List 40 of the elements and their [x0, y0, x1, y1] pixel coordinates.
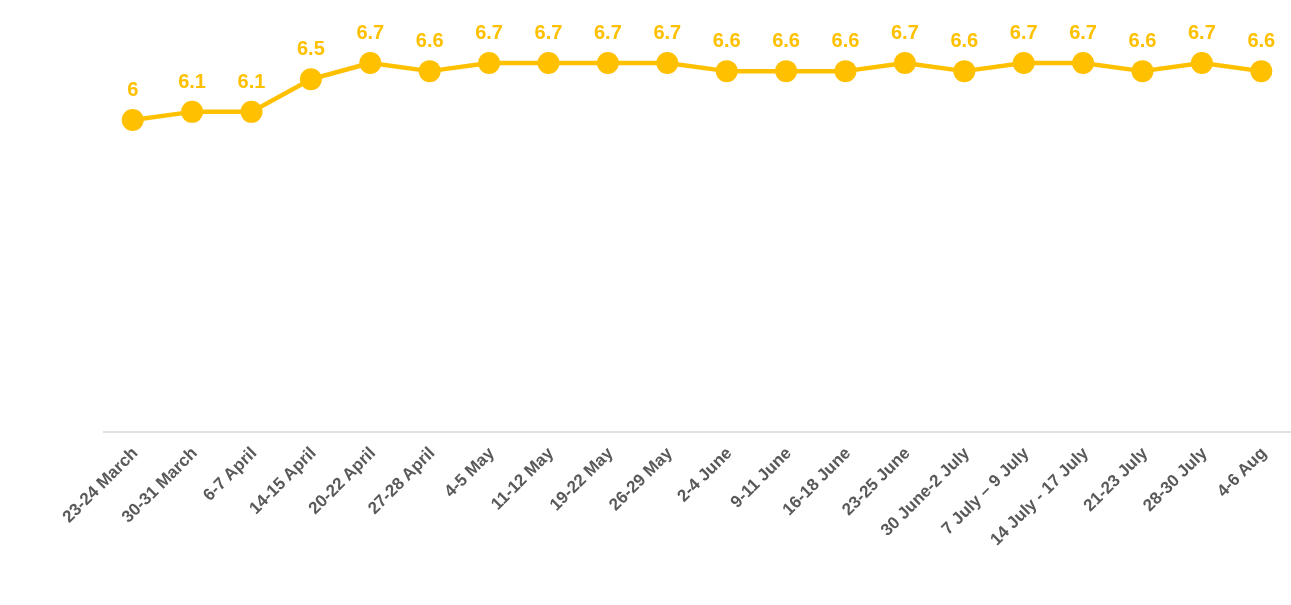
point — [359, 52, 382, 74]
point — [1190, 52, 1213, 74]
point — [1072, 52, 1095, 74]
data-label: 6.1 — [237, 69, 266, 92]
point — [181, 100, 204, 123]
data-label: 6.6 — [1128, 29, 1157, 52]
point — [715, 60, 738, 83]
data-label: 6.5 — [296, 37, 325, 60]
point — [775, 60, 798, 83]
point — [537, 52, 560, 74]
data-label: 6.6 — [772, 29, 801, 52]
data-label: 6.6 — [712, 29, 741, 52]
data-label: 6.7 — [475, 21, 504, 43]
point — [121, 109, 144, 131]
point — [656, 52, 679, 74]
data-label: 6.7 — [653, 21, 682, 43]
data-label: 6.7 — [356, 21, 385, 43]
point — [596, 52, 619, 74]
data-label: 6.7 — [890, 21, 919, 43]
data-label: 6.7 — [1009, 21, 1038, 43]
data-label: 6.6 — [831, 29, 860, 52]
point — [893, 52, 916, 74]
data-label: 6.6 — [950, 29, 979, 52]
point — [240, 100, 263, 123]
data-label: 6.6 — [1247, 29, 1276, 52]
point — [299, 68, 322, 91]
point — [418, 60, 441, 83]
data-label: 6.7 — [1187, 21, 1216, 43]
data-label: 6 — [127, 78, 139, 100]
point — [1012, 52, 1035, 74]
point — [1250, 60, 1273, 83]
data-label: 6.6 — [415, 29, 444, 52]
data-label: 6.7 — [593, 21, 622, 43]
data-label: 6.7 — [1069, 21, 1098, 43]
data-label: 6.7 — [534, 21, 563, 43]
point — [1131, 60, 1154, 83]
point — [953, 60, 976, 83]
point — [478, 52, 501, 74]
data-label: 6.1 — [178, 69, 207, 92]
point — [834, 60, 857, 83]
